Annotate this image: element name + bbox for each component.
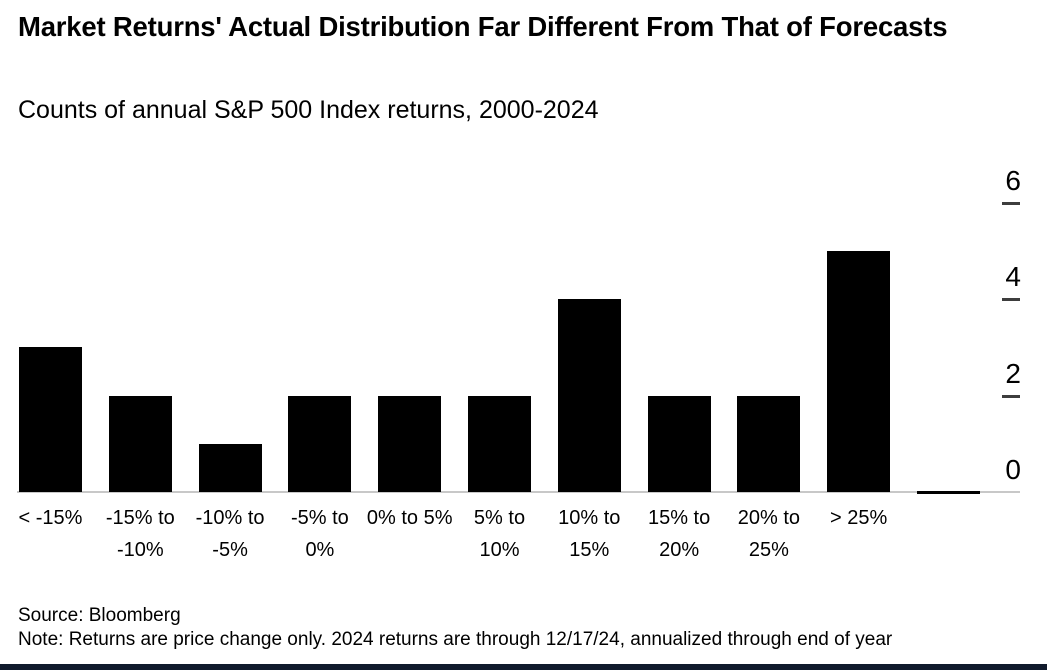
bar [288,395,352,492]
y-axis-tick-label: 4 [1005,261,1021,293]
y-axis-tick-label: 0 [1005,454,1021,485]
bar [647,395,711,492]
bar [108,395,172,492]
bar [917,491,980,494]
chart-subtitle: Counts of annual S&P 500 Index returns, … [18,96,599,124]
y-axis-tick-label: 6 [1005,164,1021,196]
bar [827,251,891,492]
footnote: Note: Returns are price change only. 202… [18,629,893,650]
bar [198,443,262,492]
x-axis-label: > 25% [830,507,888,529]
x-axis-label: < -15% [18,507,83,529]
bar [557,299,621,492]
x-axis-label: 10% to 15% [558,507,621,561]
chart-title: Market Returns' Actual Distribution Far … [18,11,948,42]
source-note: Source: Bloomberg [18,605,181,626]
x-axis-label: -10% to -5% [195,507,265,561]
bar [468,395,531,492]
bar [19,347,82,492]
x-axis-line [17,491,1020,493]
x-axis-label: 5% to 10% [473,507,526,561]
y-axis-tick-label: 2 [1005,357,1021,389]
bottom-accent-bar [0,664,1047,670]
y-axis-tick-mark [1002,298,1020,302]
bar [378,395,442,492]
x-axis-label: -15% to -10% [105,507,175,561]
y-axis-tick-mark [1002,201,1020,205]
x-axis-label: 20% to 25% [737,507,801,561]
bar [737,395,801,492]
x-axis-label: -5% to 0% [290,507,349,561]
x-axis-label: 0% to 5% [366,507,453,529]
y-axis-tick-mark [1002,394,1020,398]
x-axis-label: 15% to 20% [647,507,711,561]
